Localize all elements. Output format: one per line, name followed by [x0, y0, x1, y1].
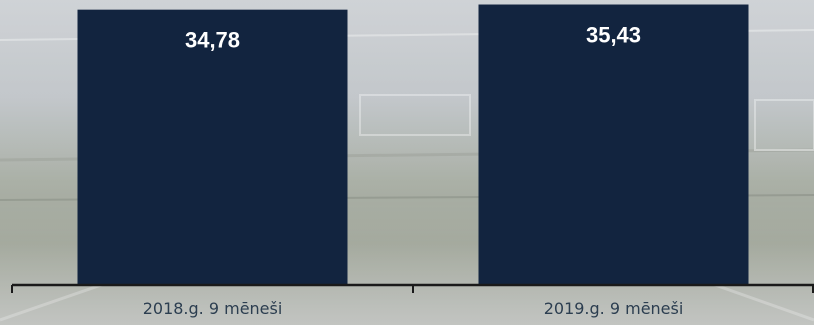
bar-value-label-0: 34,78 [185, 28, 240, 53]
bar-1 [478, 4, 749, 285]
category-label-1: 2019.g. 9 mēneši [544, 299, 684, 318]
category-label-0: 2018.g. 9 mēneši [143, 299, 283, 318]
bar-0 [77, 9, 348, 286]
bar-value-label-1: 35,43 [586, 23, 641, 48]
